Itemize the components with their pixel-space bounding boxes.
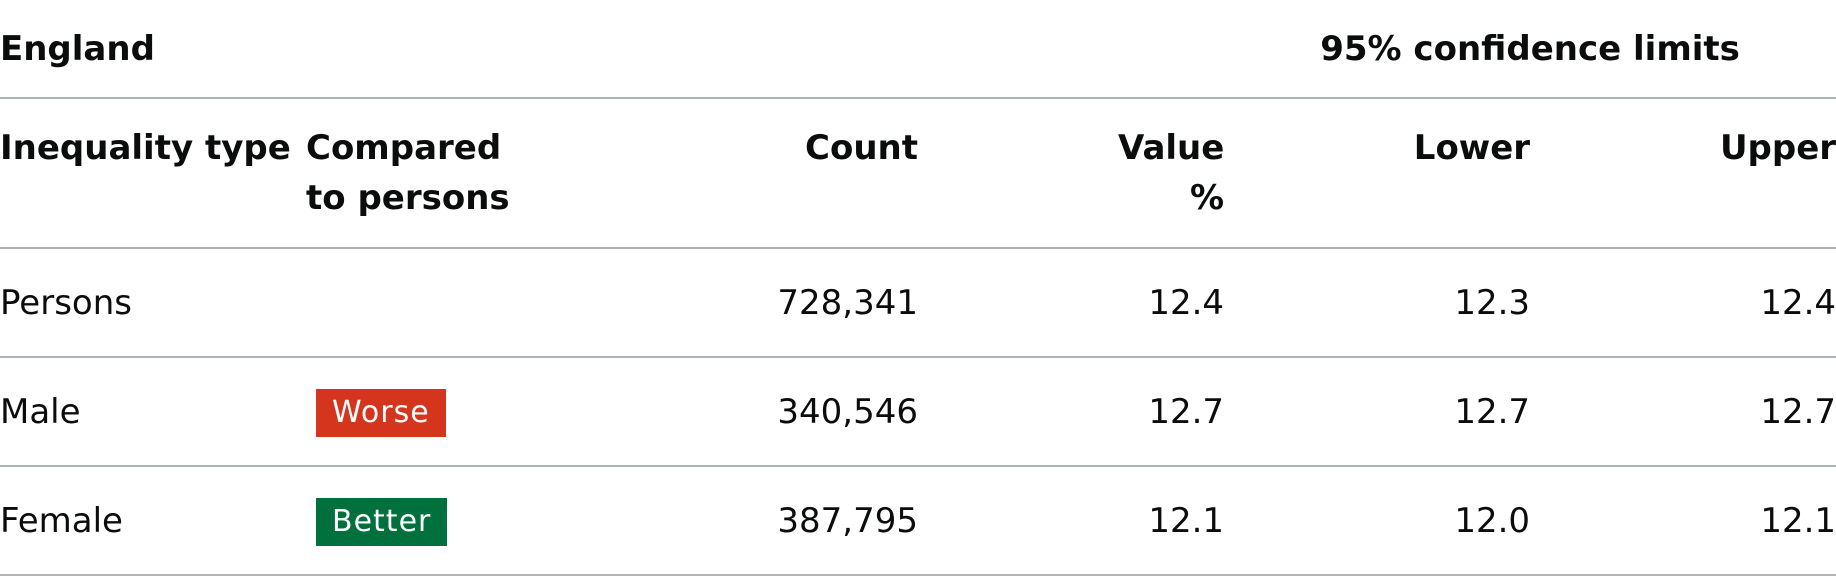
- table-row: Female Better 387,795 12.1 12.0 12.1: [0, 466, 1836, 576]
- table-caption: England: [0, 0, 1225, 99]
- row-value: 12.1: [918, 466, 1225, 576]
- row-count: 728,341: [612, 248, 918, 358]
- row-inequality-type: Male: [0, 357, 306, 467]
- worse-badge: Worse: [316, 388, 446, 437]
- row-lower: 12.3: [1224, 248, 1531, 358]
- row-upper: 12.4: [1530, 248, 1836, 358]
- row-count: 340,546: [612, 357, 918, 467]
- header-upper: Upper: [1530, 98, 1836, 249]
- row-upper: 12.1: [1530, 466, 1836, 576]
- row-comparison: Better: [306, 466, 612, 576]
- header-inequality-type: Inequality type: [0, 98, 306, 249]
- header-compared-to-persons: Compared to persons: [306, 98, 612, 249]
- row-count: 387,795: [612, 466, 918, 576]
- confidence-limits-header: 95% confidence limits: [1224, 0, 1836, 99]
- header-value-percent: Value %: [918, 98, 1224, 249]
- row-comparison: Worse: [306, 357, 612, 467]
- row-inequality-type: Persons: [0, 248, 306, 358]
- caption-row: England 95% confidence limits: [0, 0, 1836, 99]
- table-row: Male Worse 340,546 12.7 12.7 12.7: [0, 357, 1836, 467]
- header-lower: Lower: [1224, 98, 1531, 249]
- table-row: Persons 728,341 12.4 12.3 12.4: [0, 248, 1836, 358]
- row-value: 12.4: [918, 248, 1225, 358]
- row-comparison-empty: [306, 248, 612, 358]
- header-count: Count: [612, 98, 918, 249]
- row-inequality-type: Female: [0, 466, 306, 576]
- column-header-row: Inequality type Compared to persons Coun…: [0, 98, 1836, 249]
- row-value: 12.7: [918, 357, 1225, 467]
- better-badge: Better: [316, 497, 448, 546]
- row-lower: 12.7: [1224, 357, 1531, 467]
- row-upper: 12.7: [1530, 357, 1836, 467]
- row-lower: 12.0: [1224, 466, 1531, 576]
